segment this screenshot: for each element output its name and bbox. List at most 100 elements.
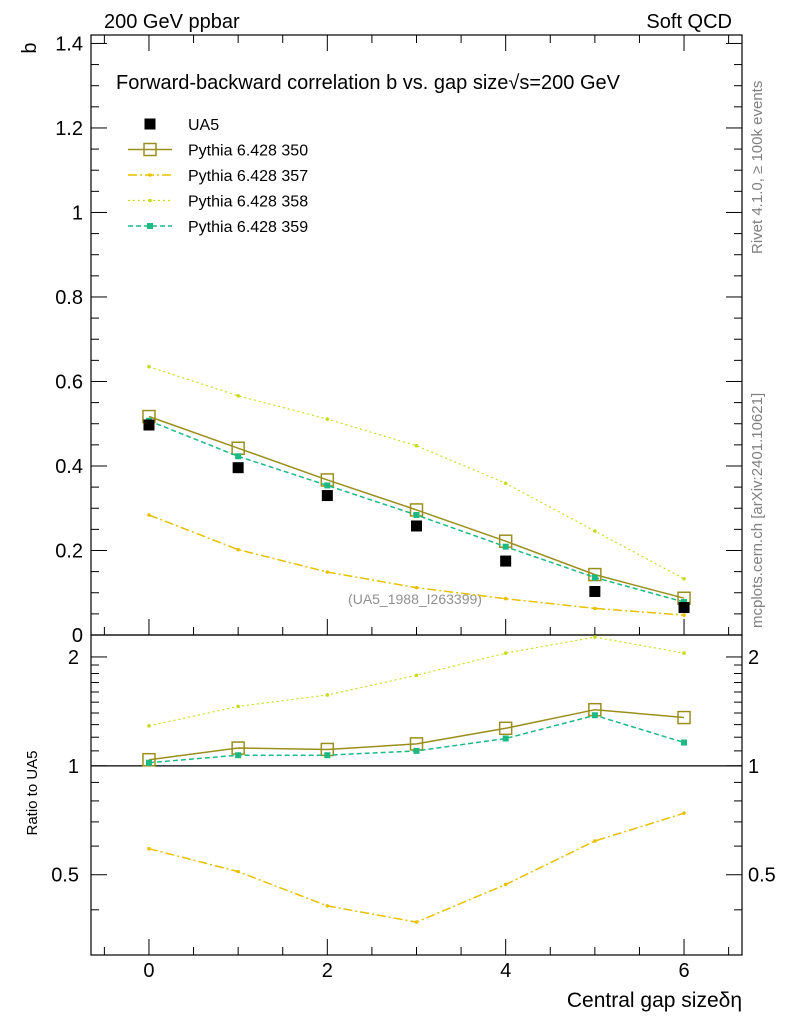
- data-point-p350: [588, 567, 602, 582]
- ratio-point-p357: [236, 869, 240, 874]
- y-tick-label: 0.8: [55, 287, 83, 309]
- ratio-point-p359: [145, 759, 152, 766]
- ratio-point-p358: [682, 651, 686, 655]
- ratio-point-p357: [325, 904, 330, 908]
- main-panel: 0 0.2 0.4 0.6 0.8 1 1.2 1.4 Forward-backward co…: [19, 33, 743, 647]
- ratio-line-p357: [148, 812, 685, 923]
- reference-label: (UA5_1988_I263399): [348, 591, 482, 607]
- legend-label-p358: Pythia 6.428 358: [188, 194, 308, 211]
- ratio-point-p358: [147, 724, 151, 728]
- ua5-data-point: [232, 462, 244, 474]
- y-tick-label: 1: [72, 202, 83, 224]
- side-rivet-label: Rivet 4.1.0, ≥ 100k events: [749, 81, 766, 254]
- ratio-point-p359: [324, 752, 331, 759]
- legend-item-p359: Pythia 6.428 359: [128, 219, 308, 236]
- ua5-data-point: [143, 419, 155, 431]
- series-line-p358: [148, 366, 685, 580]
- ratio-tick-label: 1: [68, 756, 79, 778]
- ua5-data-point: [321, 490, 333, 502]
- ratio-line-p359: [148, 714, 685, 764]
- ua5-data-point: [500, 555, 512, 567]
- legend-label-p357: Pythia 6.428 357: [188, 168, 308, 185]
- legend-item-ua5: UA5: [144, 117, 219, 134]
- ratio-series-group: [142, 635, 691, 924]
- legend-marker-ua5: [144, 118, 156, 130]
- series-line-p350: [148, 415, 685, 599]
- ratio-line-p358: [148, 636, 685, 727]
- data-point-p357: [236, 547, 240, 552]
- y-tick-label: 0.4: [55, 456, 83, 478]
- data-point-p357: [414, 585, 419, 590]
- data-point-p359: [324, 482, 331, 489]
- ratio-tick-label: 0.5: [51, 865, 79, 887]
- legend-marker-p357: [148, 173, 152, 177]
- data-point-p359: [235, 453, 242, 460]
- ratio-point-p358: [593, 635, 597, 639]
- ratio-point-p357: [147, 846, 151, 851]
- header-category: Soft QCD: [646, 11, 732, 33]
- data-point-p358: [236, 394, 240, 398]
- series-p357: [147, 513, 686, 617]
- ratio-tick-label-right: 2: [748, 647, 759, 669]
- ratio-point-p358: [325, 693, 330, 697]
- y-tick-label: 1.2: [55, 118, 83, 140]
- y-tick-label: 0.6: [55, 371, 83, 393]
- x-tick-label: 2: [322, 960, 333, 982]
- legend-item-p357: Pythia 6.428 357: [128, 168, 308, 185]
- ratio-series-p358: [147, 635, 686, 728]
- x-tick-label: 6: [678, 960, 689, 982]
- y-tick-label: 0: [72, 625, 83, 647]
- legend-label-p350: Pythia 6.428 350: [188, 143, 308, 160]
- ratio-point-p357: [503, 882, 508, 887]
- x-axis-label-symbol: δη: [719, 989, 742, 1012]
- data-point-p357: [503, 596, 508, 601]
- ratio-series-p357: [147, 811, 686, 924]
- ratio-point-p357: [682, 811, 686, 815]
- legend-item-p350: Pythia 6.428 350: [128, 143, 308, 160]
- ratio-tick-label-right: 0.5: [748, 865, 776, 887]
- y-axis-label: b: [19, 42, 41, 53]
- series-p350: [142, 409, 691, 605]
- data-point-p358: [325, 417, 330, 421]
- ratio-point-p359: [235, 752, 242, 759]
- y-tick-label: 0.2: [55, 540, 83, 562]
- series-line-p359: [148, 420, 685, 603]
- ua5-data-point: [411, 520, 422, 532]
- data-point-p357: [147, 513, 151, 517]
- legend-item-p358: Pythia 6.428 358: [128, 194, 308, 211]
- ua5-data-point: [589, 585, 601, 597]
- ratio-tick-label: 2: [68, 647, 79, 669]
- ratio-point-p358: [503, 651, 508, 655]
- data-point-p358: [414, 443, 419, 448]
- ratio-panel: 0.5 0.5 1 1 2 2 0 2 4 6 Ratio to UA5: [24, 634, 776, 982]
- ratio-panel-ticks: 0.5 0.5 1 1 2 2 0 2 4 6: [51, 647, 776, 982]
- ratio-y-axis-label: Ratio to UA5: [24, 750, 41, 835]
- ratio-line-p350: [148, 708, 685, 761]
- ratio-point-p359: [413, 747, 420, 754]
- chart-title-energy: √s=200 GeV: [508, 72, 620, 94]
- header-energy: 200 GeV ppbar: [104, 11, 240, 33]
- data-point-p358: [147, 364, 151, 369]
- series-ua5-data: [143, 419, 690, 614]
- x-tick-label: 4: [500, 960, 511, 982]
- legend-marker-p359: [147, 223, 153, 229]
- ratio-point-p359: [681, 739, 688, 746]
- legend-label-p359: Pythia 6.428 359: [188, 219, 308, 236]
- ratio-point-p350: [677, 710, 691, 725]
- legend: UA5 Pythia 6.428 350 Pythia 6.428 357 Pythi…: [128, 117, 308, 236]
- ua5-data-point: [678, 602, 690, 614]
- x-axis-label: Central gap sizeδη: [567, 989, 742, 1012]
- x-tick-label: 0: [143, 960, 154, 982]
- data-point-p359: [502, 543, 509, 550]
- side-mcplots-label: mcplots.cern.ch [arXiv:2401.10621]: [749, 393, 766, 628]
- data-point-p358: [593, 529, 597, 533]
- ratio-point-p358: [236, 704, 240, 709]
- data-point-p358: [503, 481, 508, 486]
- ratio-point-p350: [498, 721, 513, 736]
- chart-title-main: Forward-backward correlation b vs. gap s…: [116, 72, 508, 94]
- main-panel-ticks: 0 0.2 0.4 0.6 0.8 1 1.2 1.4: [55, 33, 742, 647]
- ratio-panel-frame: [90, 634, 743, 956]
- ratio-tick-label-right: 1: [748, 756, 759, 778]
- data-point-p357: [593, 606, 597, 611]
